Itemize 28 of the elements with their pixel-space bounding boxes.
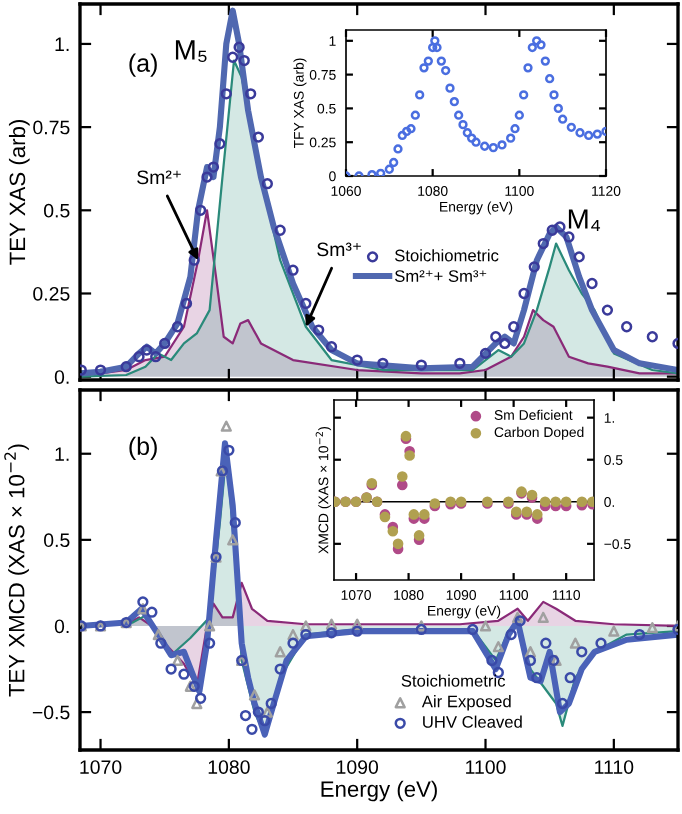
x-tick-label: 1070 [80, 760, 122, 774]
y-tick-label: 0.25 [33, 286, 70, 301]
legend-label: UHV Cleaved [423, 715, 522, 728]
y-tick-label: 0. [54, 619, 69, 634]
x-tick-label: 1090 [337, 760, 379, 774]
y-tick-label: 1. [55, 447, 69, 461]
x-axis-title: Energy (eV) [321, 780, 437, 802]
annotation: (a) [129, 53, 157, 77]
annotation: M₅ [175, 40, 207, 62]
x-tick-label: 1080 [208, 760, 250, 774]
legend-label: Air Exposed [421, 695, 511, 711]
legend-label: Sm²⁺+ Sm³⁺ [394, 270, 487, 282]
x-tick-label: 1100 [466, 760, 506, 774]
legend-label: Stoichiometric [394, 249, 499, 262]
y-tick-label: 0.75 [33, 120, 70, 135]
x-tick-label: 1110 [595, 760, 634, 774]
legend-title: Stoichiometric [401, 674, 506, 687]
annotation: (b) [129, 436, 157, 460]
annotation: Sm³⁺ [317, 242, 361, 257]
annotation: Sm²⁺ [137, 170, 181, 185]
y-tick-label: 0. [54, 370, 69, 384]
y-tick-label: −0.5 [32, 705, 70, 720]
annotation: M₄ [568, 209, 601, 231]
y-axis-title: TEY XMCD (XAS × 10$^{−2}$) [4, 444, 29, 697]
y-tick-label: 1. [55, 37, 69, 51]
y-tick-label: 0.5 [44, 203, 70, 218]
y-axis-title: TEY XAS (arb) [8, 120, 30, 265]
y-tick-label: 0.5 [44, 533, 70, 548]
